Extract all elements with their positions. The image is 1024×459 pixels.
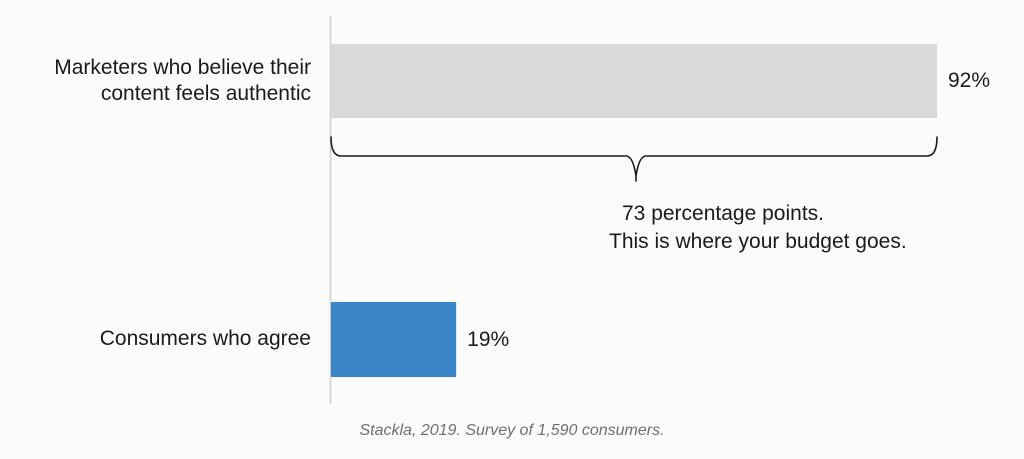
bar-marketers: [331, 44, 938, 118]
category-label-line: content feels authentic: [100, 82, 311, 105]
category-label-line: Consumers who agree: [99, 327, 311, 350]
source-caption: Stackla, 2019. Survey of 1,590 consumers…: [359, 422, 665, 439]
category-label-marketers: Marketers who believe their content feel…: [54, 55, 311, 107]
category-label-line: Marketers who believe their: [54, 56, 311, 79]
gap-bracket: [330, 136, 938, 182]
annotation-line-2: This is where your budget goes.: [609, 230, 907, 253]
bar-consumers: [331, 302, 457, 377]
value-label-marketers: 92%: [948, 69, 991, 92]
annotation-line-1: 73 percentage points.: [622, 202, 824, 225]
category-label-consumers: Consumers who agree: [100, 326, 311, 352]
gap-annotation: 73 percentage points. This is where your…: [560, 200, 920, 256]
value-label-consumers: 19%: [467, 327, 510, 351]
